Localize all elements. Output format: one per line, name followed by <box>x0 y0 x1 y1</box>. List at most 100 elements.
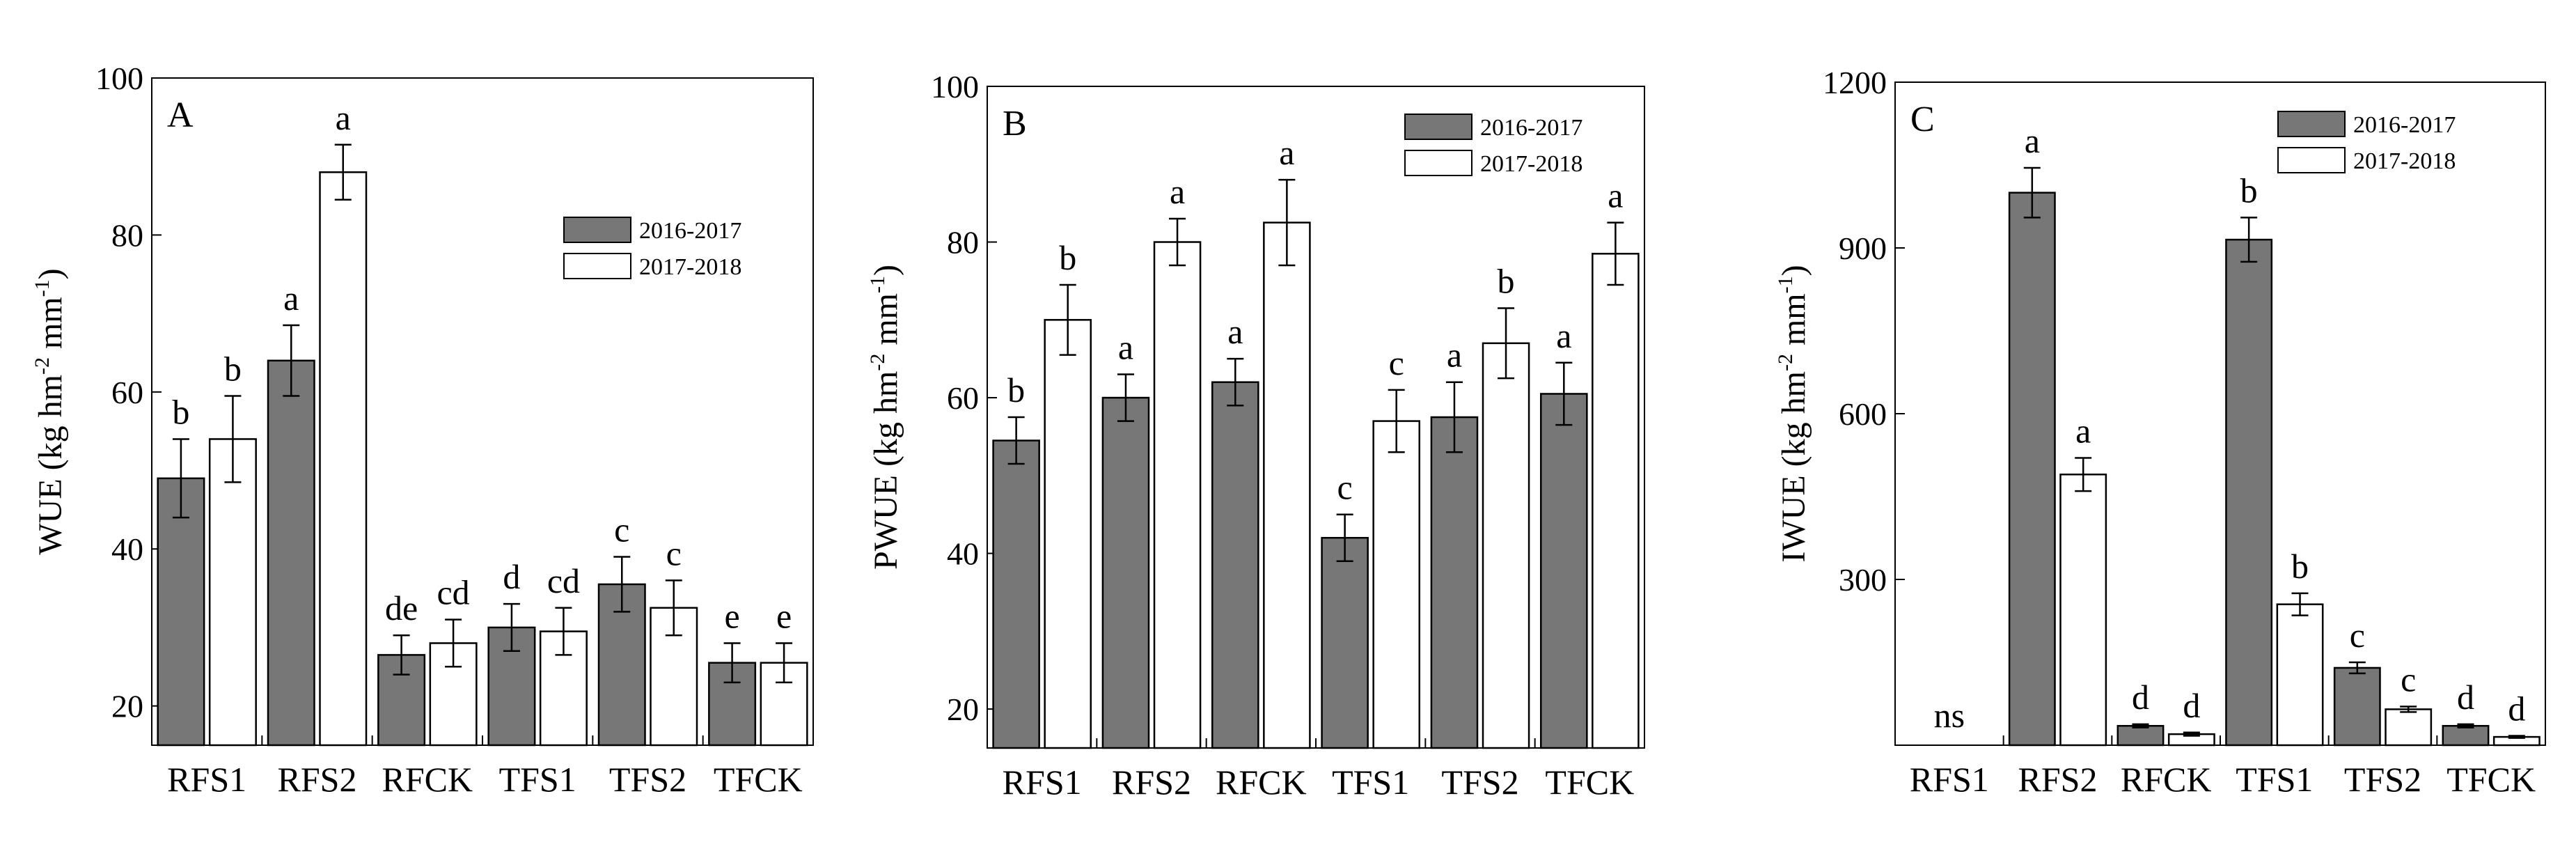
significance-label: a <box>2075 411 2091 450</box>
y-tick-label: 100 <box>95 61 143 96</box>
panel-c: 300 600 900 1200 C IWUE (kg hm-2 mm-1) RFS1 a a R… <box>1774 65 2546 799</box>
bar-2016-2017 <box>2116 724 2165 747</box>
bar-2016-2017 <box>992 439 1040 749</box>
y-tick-label: 600 <box>1839 396 1887 432</box>
ns-label: ns <box>1934 696 1965 735</box>
y-tick-label: 900 <box>1839 231 1887 266</box>
bar-2016-2017 <box>1211 381 1259 749</box>
bar-2017-2018 <box>319 171 368 747</box>
y-axis-label: PWUE (kg hm-2 mm-1) <box>866 265 904 570</box>
y-tick-label: 20 <box>111 689 143 724</box>
plot-frame <box>1894 81 2546 746</box>
significance-label: a <box>1447 336 1462 375</box>
bar-2017-2018 <box>1592 253 1640 749</box>
bar-2017-2018 <box>1044 319 1092 749</box>
category-label: TFS2 <box>2344 760 2421 799</box>
category-label: TFS2 <box>1441 763 1518 802</box>
legend-label: 2016-2017 <box>639 218 741 244</box>
y-tick-label: 40 <box>111 531 143 567</box>
legend-label: 2017-2018 <box>639 254 741 280</box>
category-label: RFS1 <box>1003 763 1082 802</box>
legend-swatch-2017-2018 <box>563 253 631 279</box>
legend-label: 2017-2018 <box>1480 151 1582 177</box>
y-axis-label-part: -2 <box>866 354 889 371</box>
y-axis-label-part: ) <box>32 268 69 279</box>
significance-label: d <box>2457 678 2474 717</box>
legend-swatch-2017-2018 <box>1404 150 1472 176</box>
legend-label: 2017-2018 <box>2353 148 2456 174</box>
y-axis-label-part: -1 <box>866 276 889 293</box>
bar-2016-2017 <box>1321 536 1369 749</box>
category-label: TFS1 <box>499 760 576 799</box>
category-label: RFCK <box>2121 760 2212 799</box>
panel-label: B <box>1003 104 1027 143</box>
significance-label: de <box>385 588 418 627</box>
category-label: RFS2 <box>278 760 357 799</box>
significance-label: a <box>336 98 351 137</box>
bar-2016-2017 <box>157 477 205 747</box>
significance-label: b <box>2291 547 2309 586</box>
y-axis-label-part: ) <box>867 265 904 276</box>
y-axis-label: WUE (kg hm-2 mm-1) <box>31 268 69 554</box>
significance-label: b <box>224 349 242 388</box>
significance-label: c <box>1337 468 1353 507</box>
significance-label: b <box>172 392 189 431</box>
y-tick-label: 80 <box>111 217 143 253</box>
y-axis-label: IWUE (kg hm-2 mm-1) <box>1774 265 1812 562</box>
y-axis-label-part: mm <box>867 293 904 354</box>
significance-label: a <box>1608 176 1623 215</box>
bar-2016-2017 <box>1101 396 1150 749</box>
y-axis-label-part: mm <box>1775 293 1812 354</box>
significance-label: d <box>2183 686 2200 725</box>
significance-label: b <box>1498 262 1515 301</box>
legend: 2016-2017 2017-2018 <box>2277 111 2456 174</box>
significance-label: c <box>2350 616 2365 655</box>
y-axis-label-part: -2 <box>1774 354 1797 371</box>
significance-label: c <box>1389 343 1404 382</box>
bar-2017-2018 <box>1482 342 1530 749</box>
y-axis-label-part: WUE (kg hm <box>32 375 69 555</box>
category-label: TFS1 <box>1332 763 1409 802</box>
y-tick-label: 300 <box>1839 562 1887 598</box>
legend-label: 2016-2017 <box>2353 112 2456 138</box>
panel-a: 20 40 60 80 100 A WUE (kg hm-2 mm-1) bb RFS1 a a RF… <box>31 61 814 799</box>
y-tick-label: 40 <box>947 536 979 572</box>
significance-label: a <box>1556 316 1571 355</box>
y-axis-label-part: -1 <box>31 279 54 297</box>
bar-2017-2018 <box>2276 603 2324 747</box>
significance-label: d <box>2508 689 2525 728</box>
significance-label: c <box>2401 660 2416 699</box>
bar-2016-2017 <box>1430 416 1479 749</box>
bar-2017-2018 <box>2385 708 2433 747</box>
significance-label: a <box>1279 133 1294 172</box>
y-axis-label-part: ) <box>1775 265 1812 276</box>
significance-label: a <box>2025 121 2040 160</box>
legend-swatch-2016-2017 <box>2277 111 2346 137</box>
significance-label: a <box>283 279 299 318</box>
significance-label: d <box>2132 678 2149 717</box>
bar-2016-2017 <box>2008 192 2056 747</box>
panel-label: A <box>167 95 194 135</box>
significance-label: a <box>1170 172 1185 211</box>
y-tick-label: 80 <box>947 225 979 260</box>
y-axis-label-part: -1 <box>1774 276 1797 293</box>
panel-label: C <box>1910 100 1935 139</box>
significance-label: b <box>2240 171 2258 210</box>
bar-2017-2018 <box>1372 420 1420 749</box>
category-label: RFS2 <box>1112 763 1191 802</box>
bar-2016-2017 <box>1540 393 1588 749</box>
y-tick-label: 20 <box>947 692 979 727</box>
significance-label: a <box>1118 328 1133 367</box>
bar-2016-2017 <box>2225 238 2273 747</box>
category-label: TFCK <box>2447 760 2536 799</box>
category-label: RFS2 <box>2018 760 2098 799</box>
bar-2016-2017 <box>2442 724 2490 747</box>
significance-label: a <box>1227 312 1243 351</box>
y-axis-label-part: -2 <box>31 357 54 375</box>
significance-label: cd <box>437 573 469 612</box>
bar-2016-2017 <box>267 359 315 747</box>
y-tick-label: 60 <box>111 375 143 410</box>
y-axis-label-part: mm <box>32 297 69 357</box>
significance-label: c <box>614 510 629 549</box>
